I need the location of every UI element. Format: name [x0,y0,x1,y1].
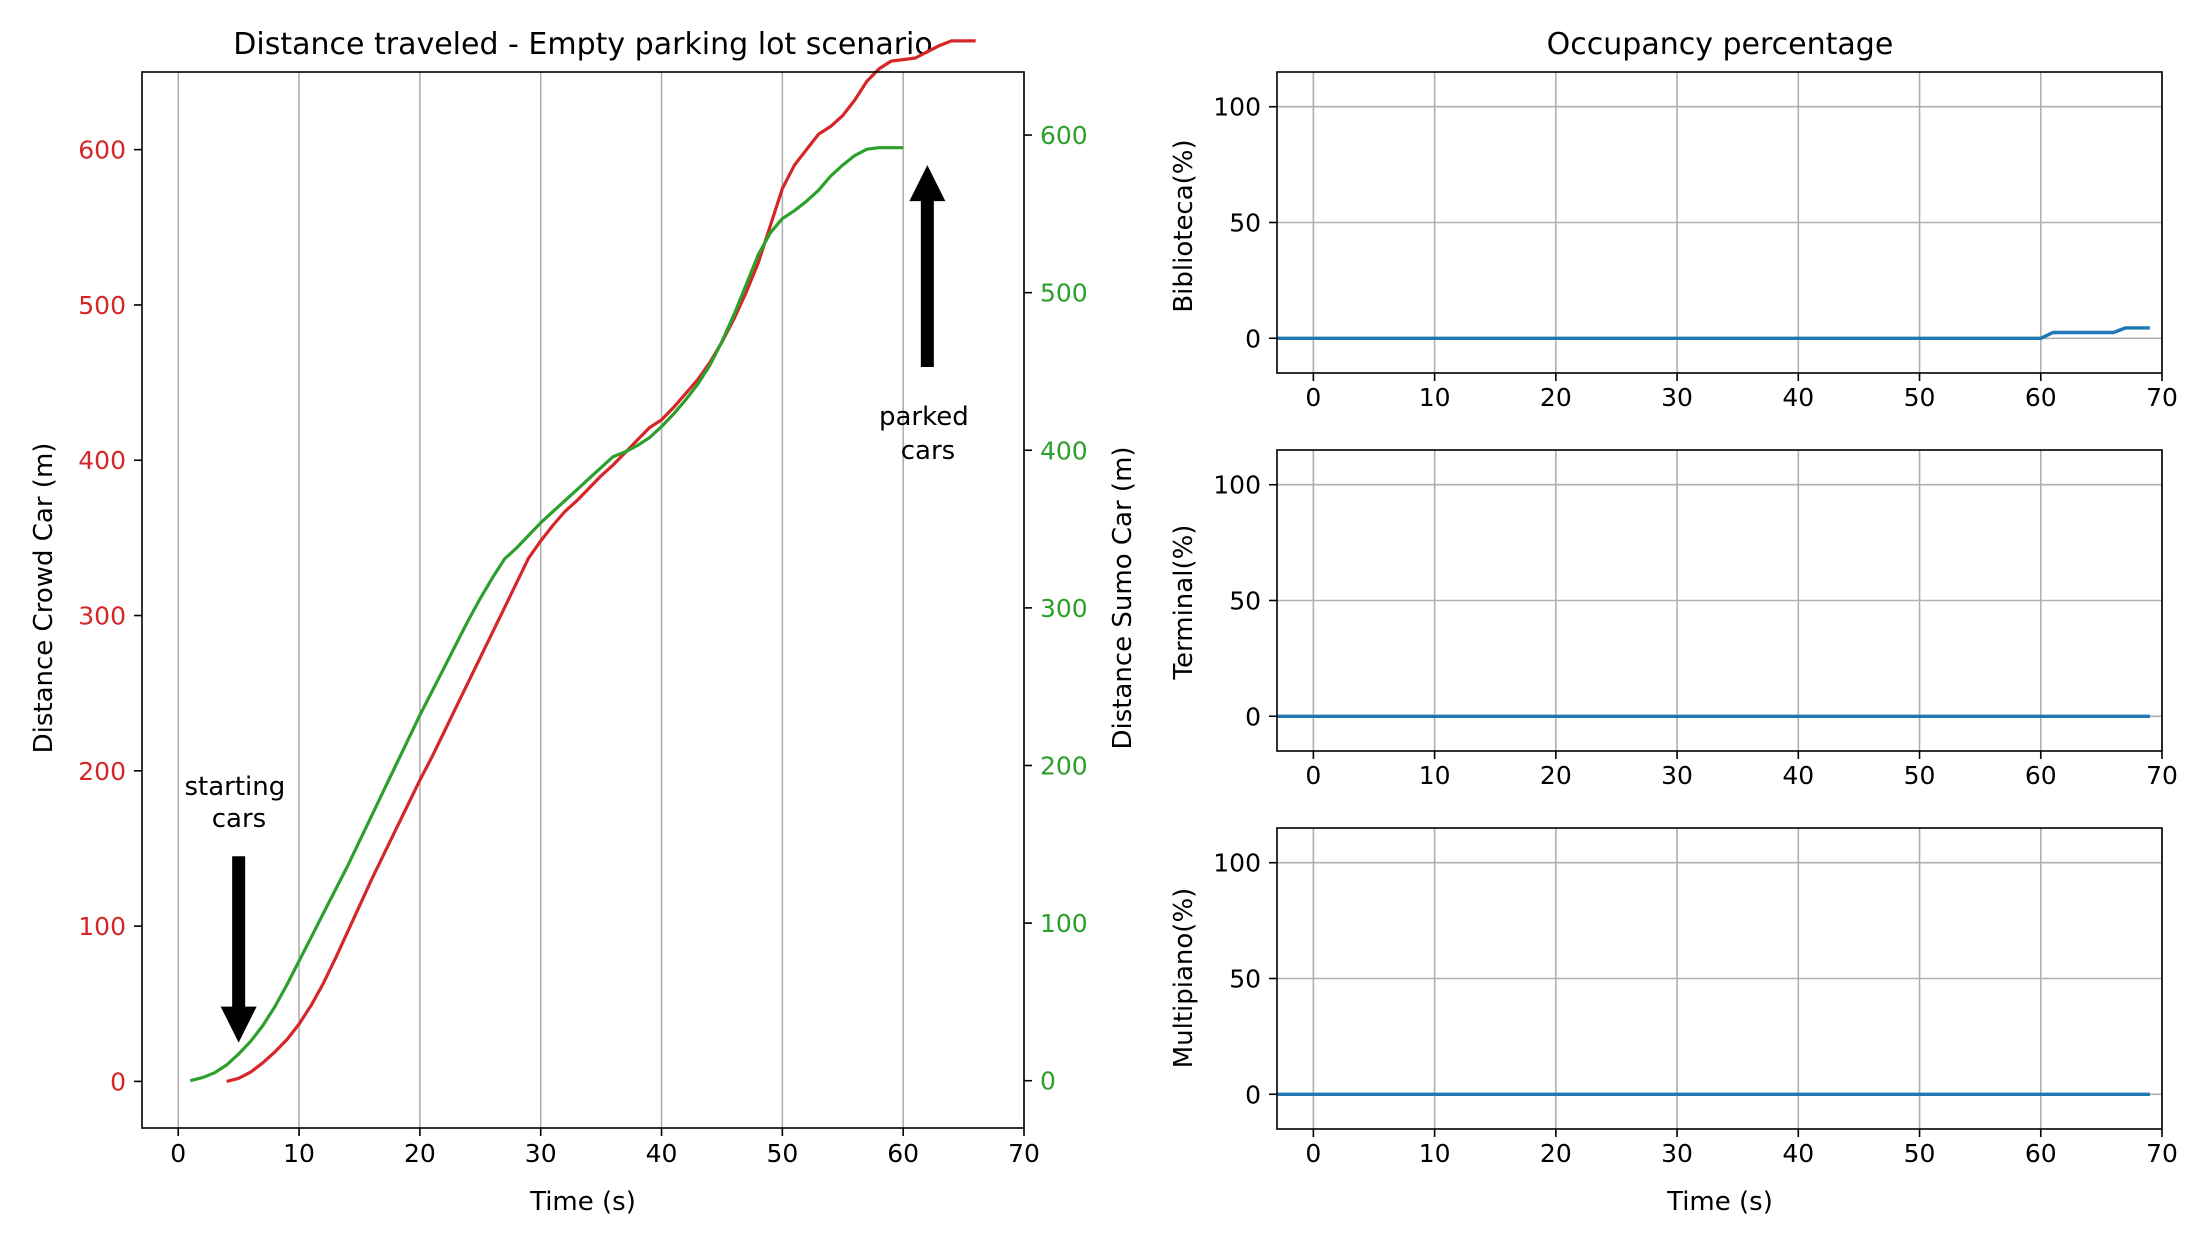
distance-chart: Distance traveled - Empty parking lot sc… [29,27,1138,1217]
starting-cars-arrow [220,856,257,1043]
terminal-y-tick-label: 100 [1213,471,1261,500]
terminal-x-tick-label: 10 [1419,761,1451,790]
crowd-car-distance-line [226,39,976,1083]
distance-x-tick-label: 0 [170,1139,186,1168]
multipiano-x-tick-label: 10 [1419,1139,1451,1168]
terminal-y-tick-label: 50 [1229,587,1261,616]
distance-left-y-tick-label: 200 [78,757,126,786]
distance-left-y-tick-label: 500 [78,291,126,320]
multipiano-plot-area: 0 10 20 30 40 50 60 70 0 50 100 [1213,827,2178,1168]
multipiano-x-axis-label: Time (s) [1666,1187,1773,1217]
distance-x-tick-label: 70 [1008,1139,1040,1168]
terminal-chart: Terminal(%) 0 10 20 30 40 50 60 70 0 50 100 [1169,449,2178,790]
multipiano-x-tick-label: 30 [1661,1139,1693,1168]
multipiano-x-tick-label: 20 [1540,1139,1572,1168]
terminal-y-axis-label: Terminal(%) [1169,525,1199,681]
distance-chart-title: Distance traveled - Empty parking lot sc… [233,27,932,62]
biblioteca-x-tick-label: 30 [1661,383,1693,412]
distance-right-y-tick-label: 0 [1040,1067,1056,1096]
biblioteca-y-tick-label: 50 [1229,209,1261,238]
multipiano-plot-frame [1276,827,2163,1130]
distance-plot-frame [141,71,1025,1129]
sumo-car-distance-line [189,146,904,1083]
biblioteca-occupancy-line [1277,326,2150,340]
terminal-plot-area: 0 10 20 30 40 50 60 70 0 50 100 [1213,449,2178,790]
distance-left-y-tick-label: 300 [78,602,126,631]
biblioteca-x-tick-label: 0 [1305,383,1321,412]
parked-cars-arrow [909,165,946,368]
terminal-x-tick-label: 40 [1782,761,1814,790]
distance-x-tick-label: 50 [766,1139,798,1168]
biblioteca-chart: Biblioteca(%) 0 10 20 30 40 50 60 70 0 50 100 [1169,71,2178,412]
terminal-plot-frame [1276,449,2163,752]
distance-right-y-tick-label: 500 [1040,279,1088,308]
biblioteca-x-tick-label: 60 [2025,383,2057,412]
multipiano-y-axis-label: Multipiano(%) [1169,888,1199,1069]
multipiano-chart: Multipiano(%) Time (s) 0 10 20 30 40 50 60 70 0 5… [1169,827,2178,1217]
starting-cars-line-1: starting [184,772,285,802]
biblioteca-plot-frame [1276,71,2163,374]
starting-cars-line-2: cars [212,804,266,834]
biblioteca-x-tick-label: 20 [1540,383,1572,412]
distance-right-y-tick-label: 200 [1040,751,1088,780]
multipiano-x-tick-label: 40 [1782,1139,1814,1168]
distance-left-y-tick-label: 600 [78,136,126,165]
distance-x-tick-label: 20 [404,1139,436,1168]
multipiano-x-tick-label: 0 [1305,1139,1321,1168]
parked-cars-line-1: parked [879,402,969,432]
distance-plot-area: 0 10 20 30 40 50 60 70 0 100 200 300 400 500 600 0 100 20… [78,39,1088,1168]
distance-x-tick-label: 40 [646,1139,678,1168]
terminal-x-tick-label: 60 [2025,761,2057,790]
distance-right-y-tick-label: 100 [1040,909,1088,938]
distance-x-axis-label: Time (s) [529,1187,636,1217]
starting-cars-annotation: starting cars [184,772,293,834]
multipiano-y-tick-label: 0 [1245,1080,1261,1109]
distance-right-y-tick-label: 600 [1040,121,1088,150]
distance-right-y-tick-label: 300 [1040,594,1088,623]
terminal-x-tick-label: 70 [2146,761,2178,790]
biblioteca-y-tick-label: 0 [1245,324,1261,353]
distance-x-tick-label: 30 [525,1139,557,1168]
multipiano-y-tick-label: 50 [1229,965,1261,994]
distance-right-y-tick-label: 400 [1040,436,1088,465]
distance-left-y-tick-label: 400 [78,446,126,475]
occupancy-title: Occupancy percentage [1547,27,1894,62]
terminal-x-tick-label: 50 [1904,761,1936,790]
terminal-y-tick-label: 0 [1245,702,1261,731]
biblioteca-x-tick-label: 50 [1904,383,1936,412]
distance-left-y-tick-label: 0 [110,1067,126,1096]
terminal-x-tick-label: 20 [1540,761,1572,790]
distance-x-tick-label: 10 [283,1139,315,1168]
biblioteca-y-axis-label: Biblioteca(%) [1169,139,1199,312]
biblioteca-x-tick-label: 70 [2146,383,2178,412]
distance-left-y-tick-label: 100 [78,912,126,941]
biblioteca-x-tick-label: 40 [1782,383,1814,412]
parked-cars-line-2: cars [901,436,955,466]
multipiano-y-tick-label: 100 [1213,849,1261,878]
multipiano-x-tick-label: 60 [2025,1139,2057,1168]
parked-cars-annotation: parked cars [879,402,977,466]
terminal-x-tick-label: 30 [1661,761,1693,790]
distance-right-y-axis-label: Distance Sumo Car (m) [1108,446,1138,749]
multipiano-x-tick-label: 70 [2146,1139,2178,1168]
biblioteca-x-tick-label: 10 [1419,383,1451,412]
distance-left-y-axis-label: Distance Crowd Car (m) [29,443,59,754]
biblioteca-plot-area: 0 10 20 30 40 50 60 70 0 50 100 [1213,71,2178,412]
biblioteca-y-tick-label: 100 [1213,93,1261,122]
terminal-x-tick-label: 0 [1305,761,1321,790]
distance-x-tick-label: 60 [887,1139,919,1168]
multipiano-x-tick-label: 50 [1904,1139,1936,1168]
